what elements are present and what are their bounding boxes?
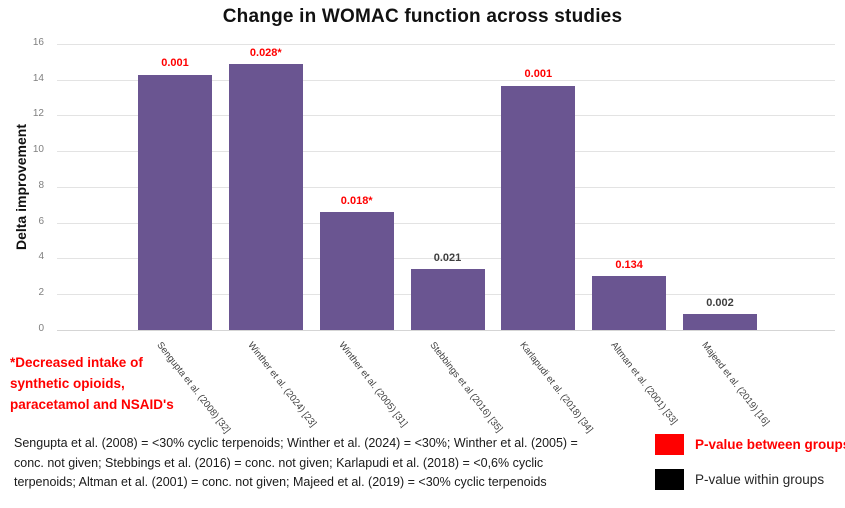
x-axis-label: Stebbings et al (2016) [35]: [426, 340, 505, 435]
bar-5: [501, 85, 576, 330]
x-axis-label: Altman et al. (2001) [33]: [608, 340, 680, 427]
bar-6: [592, 276, 667, 330]
gridline: [57, 258, 835, 260]
p-value-label: 0.002: [706, 296, 734, 309]
y-axis-tick-label: 2: [38, 286, 44, 298]
bar-2: [228, 64, 303, 330]
y-axis-tick-label: 8: [38, 179, 44, 191]
x-axis-label: Winther et al. (2024) [23]: [245, 340, 319, 430]
chart-title: Change in WOMAC function across studies: [222, 6, 623, 27]
y-axis-tick-label: 0: [38, 322, 44, 334]
legend: P-value between groups P-value within gr…: [655, 433, 845, 503]
y-axis-tick-label: 10: [32, 144, 44, 156]
asterisk-footnote: *Decreased intake of synthetic opioids, …: [10, 355, 174, 412]
plot-area: 0.001 0.028* 0.018* 0.021 0.001 0.134 0.002: [57, 44, 835, 331]
legend-label: P-value between groups: [695, 436, 845, 452]
y-axis-tick-label: 4: [38, 251, 44, 263]
bar-7: [683, 313, 757, 330]
gridline: [57, 44, 835, 45]
bar-4: [410, 269, 485, 330]
p-value-label: 0.018*: [340, 194, 373, 207]
x-axis-label: Karlapudi et al. (2018) [34]: [517, 340, 596, 436]
p-value-label: 0.021: [433, 251, 462, 264]
p-value-label: 0.134: [615, 259, 643, 272]
p-value-label: 0.028*: [249, 46, 282, 59]
p-value-label: 0.001: [161, 57, 189, 70]
bar-3: [319, 212, 394, 330]
gridline: [57, 79, 835, 81]
legend-item-within-groups: P-value within groups: [655, 468, 840, 490]
x-axis-label: Majeed et al. (2019) [16]: [699, 340, 772, 428]
gridline: [57, 115, 835, 117]
y-axis-tick-label: 14: [32, 72, 44, 84]
gridline: [57, 151, 835, 153]
y-axis-tick-label: 16: [32, 37, 44, 48]
black-swatch-icon: [655, 468, 684, 490]
p-value-label: 0.001: [524, 68, 553, 81]
y-axis-tick-label: 6: [38, 215, 44, 227]
y-axis-tick-label: 12: [32, 108, 44, 120]
red-swatch-icon: [655, 433, 684, 455]
legend-item-between-groups: P-value between groups: [655, 433, 845, 455]
bar-1: [138, 74, 212, 330]
study-concentration-caption: Sengupta et al. (2008) = <30% cyclic ter…: [14, 436, 578, 489]
x-axis-label: Winther et al. (2005) [31]: [336, 340, 410, 430]
legend-label: P-value within groups: [695, 471, 825, 487]
gridline: [57, 186, 835, 188]
gridline: [57, 329, 835, 331]
gridline: [57, 222, 835, 224]
